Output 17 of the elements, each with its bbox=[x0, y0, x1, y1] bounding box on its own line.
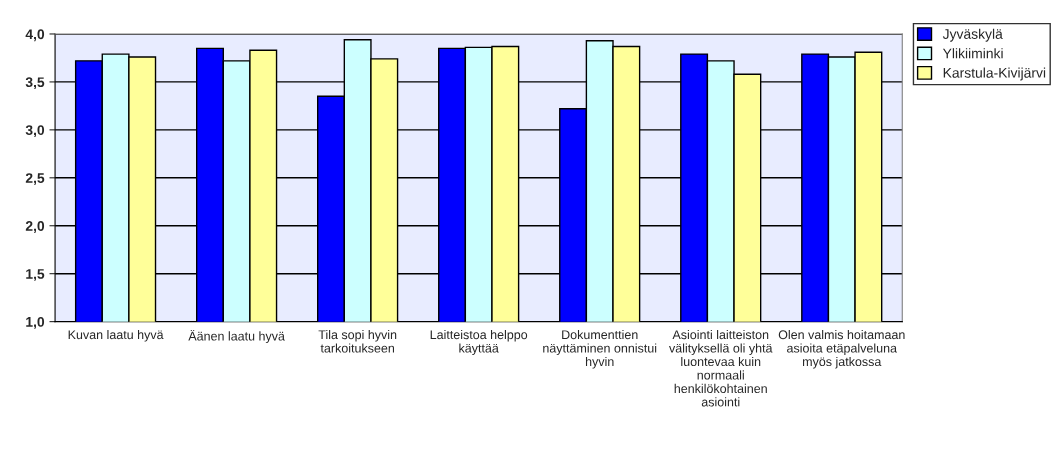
x-tick-label: Tila sopi hyvin tarkoitukseen bbox=[318, 329, 397, 353]
x-tick-label: Dokumenttien näyttäminen onnistui hyvin bbox=[543, 329, 657, 369]
y-tick-label: 3,0 bbox=[25, 125, 45, 138]
legend-label: Karstula-Kivijärvi bbox=[943, 67, 1046, 81]
legend-label: Jyväskylä bbox=[942, 28, 1003, 42]
y-tick-label: 4,0 bbox=[25, 29, 45, 42]
x-tick-label: Laitteistoa helppo käyttää bbox=[430, 329, 528, 356]
y-tick-label: 1,0 bbox=[26, 316, 45, 329]
x-tick-label: Äänen laatu hyvä bbox=[188, 329, 285, 344]
legend-label: Ylikiiminki bbox=[942, 48, 1003, 59]
x-tick-label: Kuvan laatu hyvä bbox=[68, 329, 164, 342]
y-tick-label: 3,5 bbox=[25, 77, 45, 90]
y-tick-label: 2,5 bbox=[25, 173, 45, 185]
y-tick-label: 1,5 bbox=[26, 269, 45, 281]
x-tick-label: Olen valmis hoitamaan asioita etäpalveluna myös jatkossa bbox=[778, 329, 905, 369]
x-tick-label: Asiointi laitteiston välityksellä oli yhtä luontevaa kuin normaali henkilökohtainen asiointi bbox=[669, 329, 773, 407]
y-tick-label: 2,0 bbox=[25, 221, 45, 233]
